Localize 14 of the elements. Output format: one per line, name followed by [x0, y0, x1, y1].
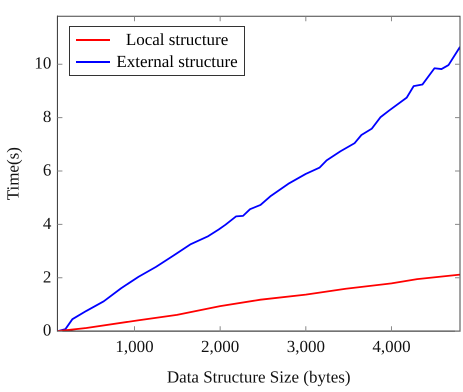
y-axis-title: Time(s) — [4, 147, 23, 200]
y-tick-label: 10 — [34, 54, 52, 73]
x-axis-title: Data Structure Size (bytes) — [166, 367, 351, 386]
x-tick-label: 1,000 — [115, 336, 154, 356]
x-tick-label: 2,000 — [201, 336, 240, 356]
x-tick-label: 3,000 — [286, 336, 325, 356]
y-tick-label: 8 — [42, 107, 52, 126]
y-tick-label: 4 — [42, 214, 52, 233]
y-tick-label: 2 — [42, 267, 52, 286]
legend-label: Local structure — [124, 29, 230, 52]
legend-label: External structure — [116, 51, 238, 74]
y-tick-label: 6 — [42, 160, 52, 180]
y-tick-label: 0 — [42, 320, 52, 340]
x-tick-label: 4,000 — [372, 336, 411, 356]
